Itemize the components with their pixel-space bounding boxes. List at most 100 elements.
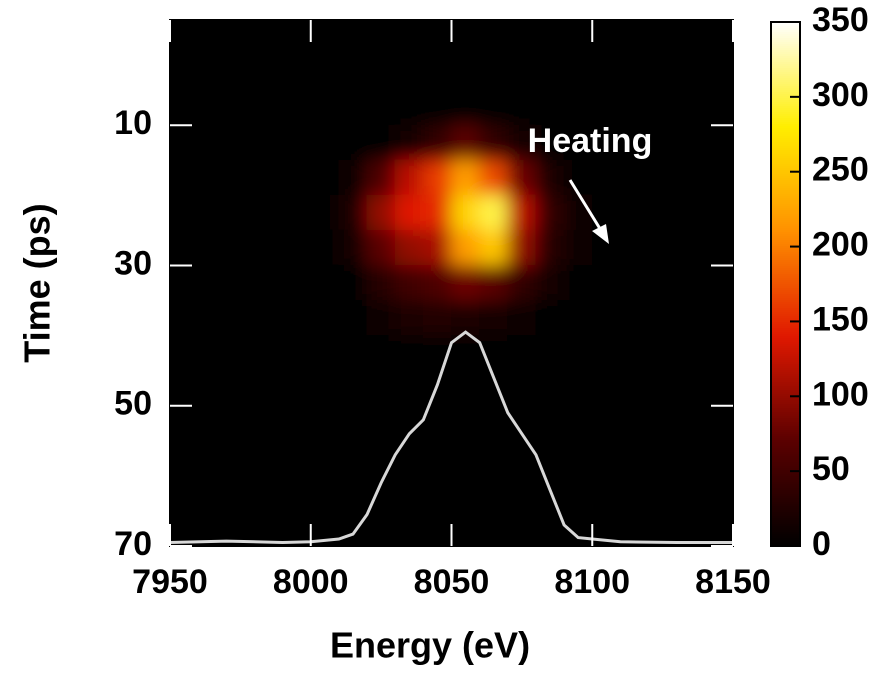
- colorbar-swatch: [771, 512, 800, 515]
- heatmap-cell: [197, 335, 227, 372]
- heatmap-cell: [225, 229, 255, 266]
- heatmap-cell: [619, 405, 650, 442]
- colorbar-swatch: [771, 50, 800, 53]
- heatmap-cell: [479, 229, 509, 266]
- colorbar-swatch: [771, 330, 800, 333]
- colorbar-swatch: [771, 466, 800, 469]
- heatmap-cell: [366, 54, 396, 91]
- heatmap-cell: [338, 370, 368, 407]
- heatmap-cell: [648, 370, 678, 407]
- colorbar-swatch: [771, 186, 800, 189]
- colorbar-swatch: [771, 456, 800, 459]
- heatmap-cell: [451, 194, 481, 231]
- colorbar-swatch: [771, 112, 800, 115]
- heatmap-cell: [310, 264, 340, 302]
- colorbar-swatch: [771, 132, 800, 135]
- colorbar-swatch: [771, 36, 800, 39]
- heatmap-cell: [535, 440, 565, 477]
- colorbar-swatch: [771, 24, 800, 27]
- heatmap-cell: [422, 440, 452, 477]
- heatmap-cell: [282, 335, 312, 372]
- colorbar-frame: [770, 21, 801, 547]
- colorbar-swatch: [771, 480, 800, 483]
- heatmap-cell: [451, 370, 481, 407]
- heatmap-cell: [310, 370, 340, 407]
- heatmap-cell: [197, 475, 227, 512]
- heatmap-cell: [591, 89, 621, 126]
- heatmap-cell: [704, 54, 733, 91]
- heatmap-cell: [282, 20, 312, 56]
- colorbar-swatch: [771, 72, 800, 75]
- heatmap-cell: [704, 89, 733, 126]
- colorbar-swatch: [771, 416, 800, 419]
- heatmap-cell: [422, 124, 452, 161]
- colorbar-swatch: [771, 102, 800, 105]
- colorbar-swatch: [771, 110, 800, 113]
- colorbar-swatch: [771, 486, 800, 489]
- heatmap-cell: [563, 54, 593, 91]
- colorbar-swatch: [771, 462, 800, 465]
- heatmap-cell: [422, 229, 452, 266]
- heatmap-cell: [563, 475, 593, 512]
- colorbar-swatch: [771, 352, 800, 355]
- colorbar-swatch: [771, 522, 800, 525]
- heatmap-cell: [170, 264, 199, 302]
- heatmap-cell: [253, 300, 284, 337]
- heatmap-cell: [310, 229, 340, 266]
- colorbar-swatch: [771, 414, 800, 417]
- colorbar-tick-label: 350: [812, 1, 869, 39]
- heatmap-cell: [170, 124, 199, 161]
- colorbar-swatch: [771, 238, 800, 241]
- heatmap-cell: [394, 20, 424, 56]
- colorbar-swatch: [771, 534, 800, 537]
- y-tick-label: 50: [114, 385, 152, 423]
- colorbar-swatch: [771, 310, 800, 313]
- heatmap-cell: [451, 264, 481, 302]
- colorbar-swatch: [771, 144, 800, 147]
- y-tick-label: 10: [114, 104, 152, 142]
- colorbar-swatch: [771, 166, 800, 169]
- colorbar-swatch: [771, 470, 800, 473]
- colorbar-swatch: [771, 278, 800, 281]
- heatmap-cell: [366, 20, 396, 56]
- colorbar-swatch: [771, 468, 800, 471]
- heatmap-cell: [366, 510, 396, 546]
- heatmap-cell: [676, 54, 706, 91]
- colorbar-swatch: [771, 116, 800, 119]
- colorbar-swatch: [771, 214, 800, 217]
- heatmap-cell: [170, 229, 199, 266]
- colorbar-swatch: [771, 532, 800, 535]
- heatmap-cell: [535, 194, 565, 231]
- heatmap-cell: [394, 54, 424, 91]
- colorbar-swatch: [771, 358, 800, 361]
- heatmap-cell: [394, 440, 424, 477]
- heatmap-cell: [676, 159, 706, 196]
- colorbar-swatch: [771, 488, 800, 491]
- heatmap-cell: [310, 89, 340, 126]
- colorbar-swatch: [771, 492, 800, 495]
- heatmap-cell: [451, 405, 481, 442]
- heatmap-cell: [394, 475, 424, 512]
- colorbar-swatch: [771, 212, 800, 215]
- colorbar-swatch: [771, 220, 800, 223]
- colorbar-swatch: [771, 254, 800, 257]
- colorbar-swatch: [771, 436, 800, 439]
- heatmap-cell: [170, 89, 199, 126]
- colorbar-tick-label: 50: [812, 450, 850, 488]
- colorbar-swatch: [771, 124, 800, 127]
- heatmap-cell: [451, 54, 481, 91]
- heatmap-cell: [422, 54, 452, 91]
- colorbar-swatch: [771, 320, 800, 323]
- colorbar-swatch: [771, 26, 800, 29]
- heatmap-cell: [648, 405, 678, 442]
- colorbar-swatch: [771, 394, 800, 397]
- colorbar-swatch: [771, 182, 800, 185]
- heatmap-cell: [282, 89, 312, 126]
- heatmap-cell: [310, 159, 340, 196]
- heatmap-cell: [451, 159, 481, 196]
- heatmap-cell: [338, 54, 368, 91]
- heatmap-cell: [704, 159, 733, 196]
- heatmap-cell: [253, 370, 284, 407]
- colorbar-swatch: [771, 76, 800, 79]
